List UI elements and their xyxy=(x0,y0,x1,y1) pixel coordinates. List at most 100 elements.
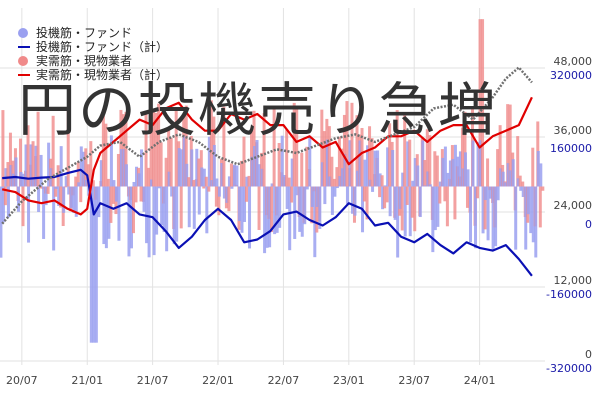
bar-spec-97 xyxy=(242,186,246,222)
bar-real-46 xyxy=(116,153,120,187)
bar-spec-60 xyxy=(150,179,154,187)
bar-real-62 xyxy=(157,103,161,187)
bar-spec-18 xyxy=(44,186,48,206)
bar-spec-135 xyxy=(338,176,342,187)
bar-real-61 xyxy=(154,112,158,187)
bar-spec-98 xyxy=(245,176,249,187)
bar-spec-175 xyxy=(438,181,442,187)
bar-real-43 xyxy=(109,186,113,223)
bar-real-180 xyxy=(453,186,457,220)
bar-real-8 xyxy=(21,186,25,227)
bar-real-67 xyxy=(169,137,173,187)
x-tick-3: 22/01 xyxy=(202,374,234,387)
bar-spec-136 xyxy=(340,168,344,187)
bar-spec-3 xyxy=(6,186,10,218)
bar-spec-70 xyxy=(175,186,179,242)
bar-spec-81 xyxy=(202,168,206,187)
bar-real-95 xyxy=(239,160,243,187)
bar-real-104 xyxy=(262,113,266,187)
bar-spec-121 xyxy=(303,186,307,225)
bar-spec-10 xyxy=(24,144,28,187)
bar-spec-66 xyxy=(165,186,169,252)
bar-spec-209 xyxy=(524,186,528,250)
bar-real-73 xyxy=(184,105,188,187)
legend-label-real-line: 実需筋・現物業者（計） xyxy=(36,68,169,82)
bar-spec-91 xyxy=(227,176,231,187)
bar-spec-140 xyxy=(350,186,354,214)
bar-spec-178 xyxy=(446,172,450,187)
bar-spec-9 xyxy=(22,173,26,187)
series-line-real xyxy=(1,96,533,216)
bar-real-10 xyxy=(26,125,30,187)
bar-spec-33 xyxy=(82,151,86,187)
legend-item-real-line[interactable]: 実需筋・現物業者（計） xyxy=(18,68,168,82)
bar-spec-141 xyxy=(353,186,357,216)
bar-real-69 xyxy=(174,110,178,187)
bar-real-83 xyxy=(209,100,213,187)
bar-real-184 xyxy=(463,111,467,187)
bar-real-31 xyxy=(79,186,83,203)
bar-spec-187 xyxy=(469,186,473,243)
bar-spec-122 xyxy=(305,186,309,190)
bar-spec-105 xyxy=(263,186,267,254)
bar-spec-159 xyxy=(398,186,402,209)
bar-spec-38 xyxy=(94,186,98,343)
x-tick-6: 23/07 xyxy=(398,374,430,387)
bar-spec-202 xyxy=(506,163,510,187)
bar-spec-15 xyxy=(37,186,41,212)
bar-spec-109 xyxy=(273,186,277,235)
y-left-tick-1: 12,000 xyxy=(554,274,593,287)
bar-spec-194 xyxy=(486,186,490,241)
bar-spec-120 xyxy=(300,186,304,237)
bar-spec-134 xyxy=(335,186,339,189)
bar-spec-77 xyxy=(192,186,196,229)
bar-real-132 xyxy=(332,178,336,187)
bar-real-0 xyxy=(1,110,5,187)
bar-spec-8 xyxy=(19,172,23,187)
bar-real-20 xyxy=(51,115,55,187)
bar-spec-143 xyxy=(358,140,362,187)
bar-spec-101 xyxy=(253,146,257,187)
bar-real-36 xyxy=(91,180,95,187)
y-right-tick-4: 320000 xyxy=(550,69,592,82)
bar-spec-115 xyxy=(288,186,292,251)
bar-real-47 xyxy=(119,109,123,187)
bar-spec-16 xyxy=(39,154,43,187)
bar-real-41 xyxy=(104,123,108,187)
bar-spec-170 xyxy=(426,171,430,187)
bar-spec-197 xyxy=(494,186,498,247)
bar-spec-64 xyxy=(160,186,164,226)
legend-item-spec-bar[interactable]: 投機筋・ファンド xyxy=(18,26,168,40)
x-tick-2: 21/07 xyxy=(137,374,169,387)
bar-spec-96 xyxy=(240,186,244,233)
bar-real-53 xyxy=(134,186,138,203)
bar-real-42 xyxy=(106,178,110,187)
bar-real-60 xyxy=(152,109,156,187)
bar-real-121 xyxy=(305,146,309,187)
bar-spec-63 xyxy=(157,186,161,189)
bar-spec-72 xyxy=(180,149,184,187)
bar-spec-40 xyxy=(99,160,103,187)
bar-real-177 xyxy=(445,186,449,227)
legend-item-spec-line[interactable]: 投機筋・ファンド（計） xyxy=(18,40,168,54)
bar-real-21 xyxy=(54,186,58,197)
y-left-tick-2: 24,000 xyxy=(554,199,593,212)
bar-real-147 xyxy=(370,138,374,187)
legend-item-real-bar[interactable]: 実需筋・現物業者 xyxy=(18,54,168,68)
bar-spec-164 xyxy=(411,180,415,187)
bar-real-164 xyxy=(413,186,417,232)
bar-real-192 xyxy=(483,186,487,230)
bar-real-116 xyxy=(292,102,296,187)
bar-real-153 xyxy=(385,186,389,203)
bar-real-15 xyxy=(39,186,43,189)
bar-spec-119 xyxy=(298,186,302,232)
bar-real-201 xyxy=(506,104,510,187)
bar-real-25 xyxy=(64,186,68,188)
bar-spec-7 xyxy=(16,186,20,212)
bar-spec-158 xyxy=(396,186,400,258)
bar-spec-87 xyxy=(217,186,221,197)
bar-real-110 xyxy=(277,143,281,187)
bar-real-57 xyxy=(144,113,148,187)
bar-spec-88 xyxy=(220,163,224,187)
bar-spec-71 xyxy=(177,148,181,187)
